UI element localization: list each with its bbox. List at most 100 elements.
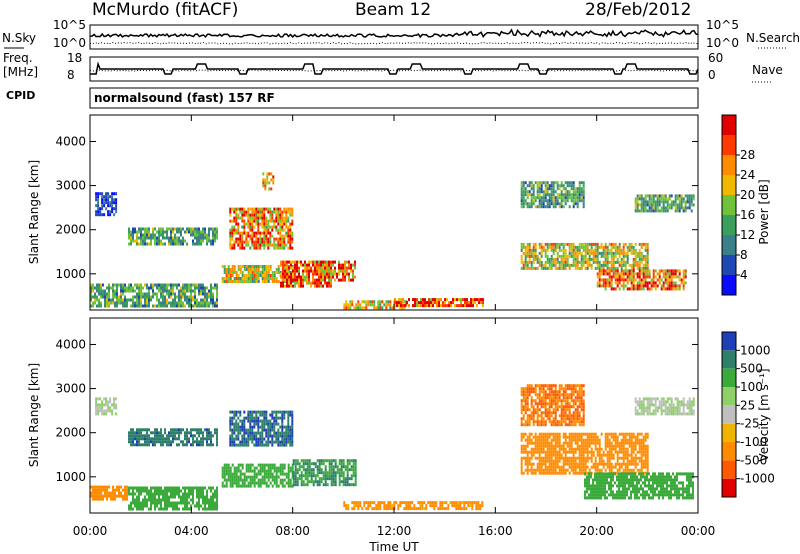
echo-cell: [618, 263, 621, 267]
echo-cell: [160, 295, 162, 299]
echo-cell: [578, 471, 581, 475]
echo-cell: [279, 225, 282, 229]
echo-cell: [560, 411, 563, 415]
echo-cell: [528, 459, 531, 463]
echo-cell: [558, 453, 561, 457]
echo-cell: [538, 396, 541, 400]
echo-cell: [176, 242, 178, 246]
echo-cell: [249, 274, 252, 277]
echo-cell: [353, 501, 356, 505]
echo-cell: [206, 492, 208, 496]
echo-cell: [556, 435, 559, 439]
echo-cell: [190, 489, 192, 493]
echo-cell: [344, 483, 347, 487]
echo-cell: [275, 413, 278, 417]
echo-cell: [134, 239, 136, 243]
echo-cell: [528, 384, 531, 388]
echo-cell: [196, 236, 198, 240]
echo-cell: [568, 205, 571, 209]
echo-cell: [310, 284, 312, 288]
echo-cell: [283, 425, 286, 429]
echo-cell: [140, 301, 142, 305]
echo-cell: [479, 507, 482, 511]
echo-cell: [150, 440, 152, 444]
echo-cell: [152, 289, 154, 293]
echo-cell: [275, 416, 278, 420]
echo-cell: [257, 478, 260, 482]
echo-cell: [263, 481, 266, 485]
echo-cell: [124, 286, 126, 290]
echo-cell: [97, 192, 100, 196]
echo-cell: [287, 440, 290, 444]
echo-cell: [103, 204, 106, 208]
echo-cell: [180, 431, 182, 435]
echo-cell: [186, 289, 188, 293]
echo-cell: [178, 489, 180, 493]
echo-cell: [530, 456, 533, 460]
echo-cell: [144, 236, 146, 240]
echo-cell: [277, 207, 280, 211]
echo-cell: [115, 403, 118, 407]
echo-cell: [186, 495, 188, 499]
echo-cell: [568, 405, 571, 409]
echo-cell: [269, 240, 272, 244]
echo-cell: [192, 283, 194, 287]
echo-cell: [419, 504, 422, 508]
echo-cell: [600, 284, 603, 288]
echo-cell: [320, 266, 322, 270]
echo-cell: [172, 283, 174, 287]
echo-cell: [582, 414, 585, 418]
echo-cell: [243, 481, 246, 485]
echo-cell: [310, 480, 313, 484]
echo-cell: [620, 275, 623, 279]
echo-cell: [271, 425, 274, 429]
echo-cell: [180, 233, 182, 237]
echo-cell: [188, 440, 190, 444]
echo-cell: [103, 412, 106, 416]
echo-cell: [574, 438, 577, 442]
echo-cell: [282, 284, 284, 288]
echo-cell: [361, 300, 364, 304]
echo-cell: [263, 213, 266, 217]
echo-cell: [554, 408, 557, 412]
echo-cell: [544, 450, 547, 454]
echo-cell: [550, 444, 553, 448]
echo-cell: [186, 492, 188, 496]
echo-cell: [202, 495, 204, 499]
echo-cell: [115, 201, 118, 205]
echo-cell: [188, 437, 190, 441]
echo-cell: [273, 274, 276, 277]
echo-cell: [552, 435, 555, 439]
echo-cell: [259, 234, 262, 238]
echo-cell: [522, 414, 525, 418]
echo-cell: [560, 387, 563, 391]
echo-cell: [542, 399, 545, 403]
echo-cell: [170, 227, 172, 231]
echo-cell: [562, 420, 565, 424]
echo-cell: [630, 272, 633, 276]
echo-cell: [308, 260, 310, 264]
echo-cell: [682, 278, 685, 282]
echo-cell: [350, 465, 353, 469]
echo-cell: [570, 447, 573, 451]
echo-cell: [554, 432, 557, 436]
echo-cell: [178, 289, 180, 293]
echo-cell: [148, 298, 150, 302]
echo-cell: [576, 456, 579, 460]
echo-cell: [662, 284, 665, 288]
echo-cell: [576, 408, 579, 412]
echo-cell: [249, 431, 252, 435]
velocity-heatmap: [90, 384, 695, 511]
echo-cell: [287, 234, 290, 238]
echo-cell: [604, 260, 607, 264]
echo-cell: [176, 443, 178, 447]
echo-cell: [249, 437, 252, 441]
echo-cell: [352, 275, 354, 279]
echo-cell: [233, 437, 236, 441]
echo-cell: [156, 431, 158, 435]
echo-cell: [636, 197, 639, 201]
echo-cell: [312, 474, 315, 478]
echo-cell: [316, 483, 319, 487]
echo-cell: [672, 284, 675, 288]
echo-cell: [160, 230, 162, 234]
